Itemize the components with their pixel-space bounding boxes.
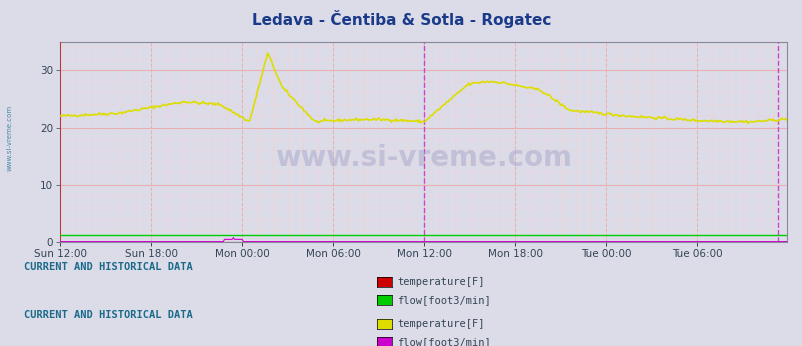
Text: CURRENT AND HISTORICAL DATA: CURRENT AND HISTORICAL DATA (24, 262, 192, 272)
Text: temperature[F]: temperature[F] (397, 319, 484, 329)
Text: flow[foot3/min]: flow[foot3/min] (397, 337, 491, 346)
Text: flow[foot3/min]: flow[foot3/min] (397, 295, 491, 305)
Text: temperature[F]: temperature[F] (397, 277, 484, 287)
Text: CURRENT AND HISTORICAL DATA: CURRENT AND HISTORICAL DATA (24, 310, 192, 320)
Text: www.si-vreme.com: www.si-vreme.com (275, 144, 571, 172)
Text: www.si-vreme.com: www.si-vreme.com (6, 105, 13, 172)
Text: Ledava - Čentiba & Sotla - Rogatec: Ledava - Čentiba & Sotla - Rogatec (252, 10, 550, 28)
